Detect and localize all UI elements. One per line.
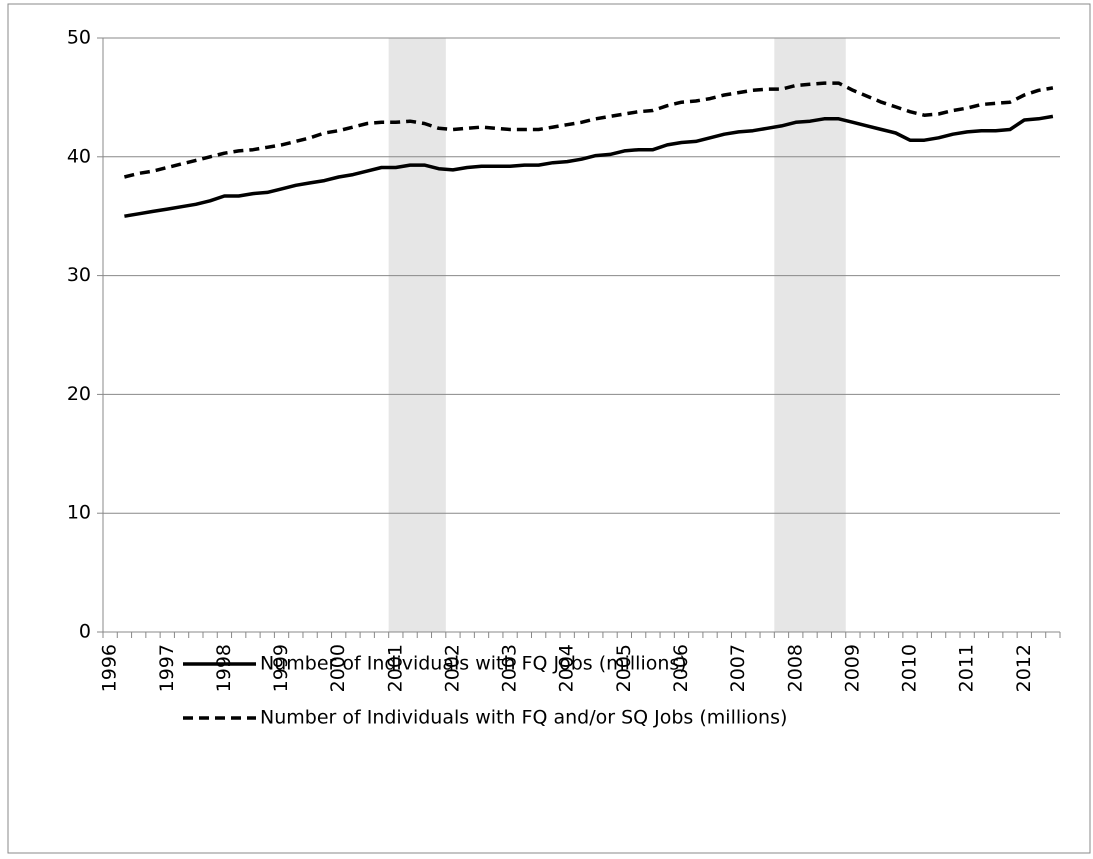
x-tick-label: 2012 xyxy=(1013,644,1035,692)
recession-band xyxy=(774,38,846,632)
x-tick-label: 2007 xyxy=(727,644,749,692)
x-tick-label: 2008 xyxy=(784,644,806,692)
legend-label: Number of Individuals with FQ Jobs (mill… xyxy=(260,653,687,675)
x-tick-label: 1999 xyxy=(270,644,292,692)
x-tick-label: 2002 xyxy=(441,644,463,692)
x-tick-label: 1996 xyxy=(99,644,121,692)
x-tick-label: 1998 xyxy=(213,644,235,692)
y-tick-label: 0 xyxy=(79,621,91,643)
y-tick-label: 40 xyxy=(67,145,91,167)
series-line xyxy=(124,114,1054,218)
recession-band xyxy=(388,38,446,632)
x-tick-label: 2010 xyxy=(899,644,921,692)
x-tick-label: 2003 xyxy=(499,644,521,692)
x-tick-label: 1997 xyxy=(156,644,178,692)
y-tick-label: 50 xyxy=(67,27,91,49)
chart-frame xyxy=(7,3,1091,854)
y-tick-label: 20 xyxy=(67,383,91,405)
series-line xyxy=(123,81,1054,179)
y-tick-label: 30 xyxy=(67,264,91,286)
x-tick-label: 2011 xyxy=(956,644,978,692)
legend-label: Number of Individuals with FQ and/or SQ … xyxy=(260,707,787,729)
x-tick-label: 2009 xyxy=(841,644,863,692)
x-tick-label: 2000 xyxy=(327,644,349,692)
x-tick-label: 2006 xyxy=(670,644,692,692)
x-tick-label: 2005 xyxy=(613,644,635,692)
y-tick-label: 10 xyxy=(67,502,91,524)
x-tick-label: 2001 xyxy=(384,644,406,692)
x-tick-label: 2004 xyxy=(556,644,578,692)
